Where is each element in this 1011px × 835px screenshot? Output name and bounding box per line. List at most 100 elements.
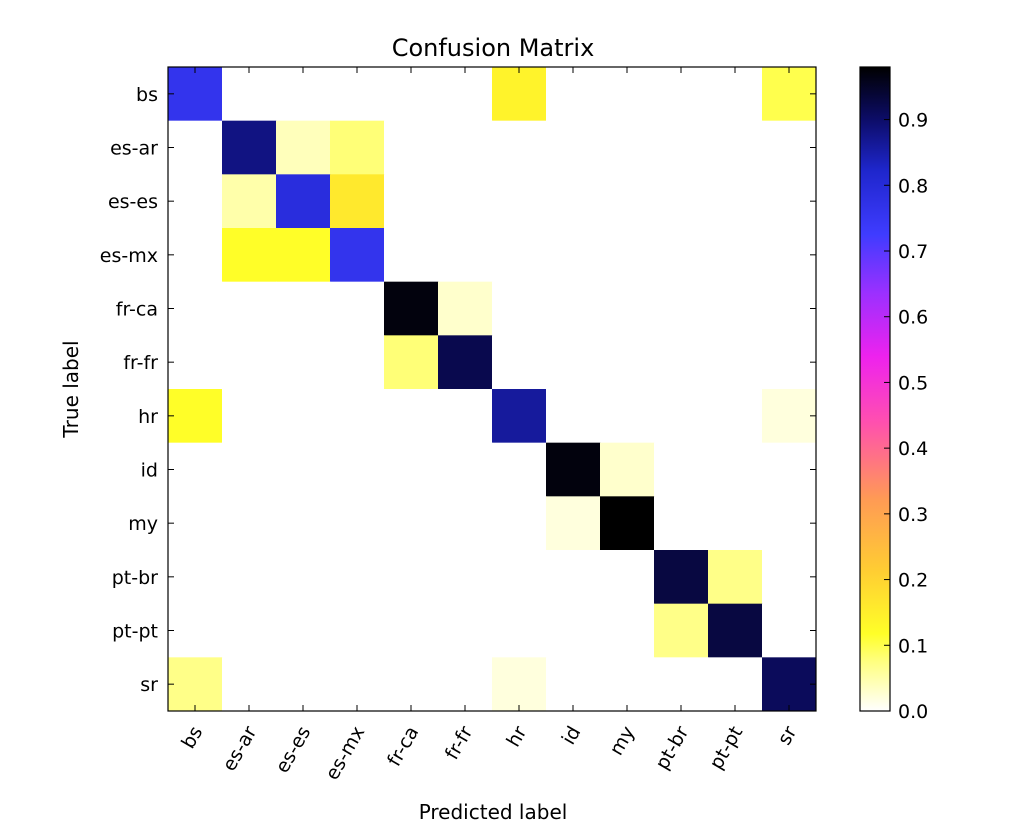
heatmap-cell-my-es-mx [330,496,385,551]
x-tick-label: pt-pt [705,723,747,774]
heatmap-cell-fr-fr-sr [762,335,817,390]
heatmap-cell-fr-fr-my [600,335,655,390]
heatmap-cell-es-ar-id [546,120,601,175]
heatmap-cell-id-bs [168,442,223,497]
heatmap-cell-es-es-pt-br [654,174,709,229]
heatmap-cell-es-mx-hr [492,228,547,283]
heatmap-cell-pt-br-my [600,550,655,605]
y-tick-label: fr-ca [116,299,158,321]
heatmap-cell-fr-fr-fr-fr [438,335,493,390]
heatmap-cell-hr-my [600,389,655,444]
heatmap-cell-pt-pt-bs [168,603,223,658]
heatmap-cell-pt-br-bs [168,550,223,605]
heatmap-cell-bs-my [600,67,655,122]
x-tick-label: my [605,723,639,760]
colorbar-tick-label: 0.1 [898,635,928,657]
y-tick-label: bs [136,84,158,106]
heatmap-cell-pt-br-pt-br [654,550,709,605]
heatmap-cell-id-fr-fr [438,442,493,497]
heatmap-cell-es-mx-es-ar [222,228,277,283]
heatmap-cell-fr-ca-pt-pt [708,281,763,336]
heatmap-cells [168,67,817,712]
heatmap-cell-es-es-es-mx [330,174,385,229]
x-tick-label: hr [502,722,531,750]
heatmap-cell-my-fr-fr [438,496,493,551]
heatmap-cell-bs-id [546,67,601,122]
heatmap-cell-pt-br-sr [762,550,817,605]
heatmap-cell-id-fr-ca [384,442,439,497]
heatmap-cell-fr-fr-fr-ca [384,335,439,390]
y-tick-label: sr [140,674,158,696]
heatmap-cell-es-ar-es-mx [330,120,385,175]
heatmap-cell-es-es-bs [168,174,223,229]
heatmap-cell-bs-sr [762,67,817,122]
heatmap-cell-pt-br-fr-fr [438,550,493,605]
heatmap-cell-bs-pt-pt [708,67,763,122]
y-tick-label: fr-fr [123,352,158,374]
heatmap-cell-fr-fr-pt-br [654,335,709,390]
heatmap-cell-sr-sr [762,657,817,712]
heatmap-cell-bs-fr-ca [384,67,439,122]
x-tick-label: bs [177,723,207,753]
heatmap-cell-bs-es-mx [330,67,385,122]
x-tick-label: es-ar [218,722,261,775]
chart-title: Confusion Matrix [392,34,595,62]
heatmap-cell-es-ar-fr-ca [384,120,439,175]
heatmap-cell-es-mx-sr [762,228,817,283]
heatmap-cell-fr-ca-es-ar [222,281,277,336]
colorbar-tick-label: 0.6 [898,307,928,329]
heatmap-cell-my-id [546,496,601,551]
heatmap-cell-es-es-hr [492,174,547,229]
heatmap-cell-fr-fr-hr [492,335,547,390]
colorbar-tick-label: 0.0 [898,701,928,723]
heatmap-cell-es-mx-es-mx [330,228,385,283]
heatmap-cell-id-sr [762,442,817,497]
heatmap-cell-fr-ca-hr [492,281,547,336]
heatmap-cell-fr-fr-bs [168,335,223,390]
heatmap-cell-id-hr [492,442,547,497]
heatmap-cell-fr-ca-id [546,281,601,336]
heatmap-cell-pt-pt-pt-pt [708,603,763,658]
heatmap-cell-id-my [600,442,655,497]
heatmap-cell-es-mx-pt-pt [708,228,763,283]
heatmap-cell-my-es-ar [222,496,277,551]
heatmap-cell-hr-id [546,389,601,444]
heatmap-cell-pt-br-pt-pt [708,550,763,605]
heatmap-cell-es-es-pt-pt [708,174,763,229]
heatmap-cell-fr-ca-bs [168,281,223,336]
heatmap-cell-id-pt-pt [708,442,763,497]
y-tick-label: pt-pt [112,621,158,643]
heatmap-cell-id-es-ar [222,442,277,497]
heatmap-cell-fr-fr-es-es [276,335,331,390]
heatmap-cell-pt-br-es-mx [330,550,385,605]
heatmap-cell-pt-pt-id [546,603,601,658]
heatmap-cell-my-hr [492,496,547,551]
y-axis-label: True label [59,340,83,438]
heatmap-cell-bs-es-es [276,67,331,122]
heatmap-cell-es-ar-my [600,120,655,175]
heatmap-cell-id-id [546,442,601,497]
heatmap-cell-pt-pt-fr-ca [384,603,439,658]
heatmap-cell-pt-pt-es-es [276,603,331,658]
heatmap-cell-hr-es-ar [222,389,277,444]
heatmap-cell-es-mx-my [600,228,655,283]
heatmap-cell-hr-es-mx [330,389,385,444]
heatmap-cell-bs-fr-fr [438,67,493,122]
x-tick-label: fr-fr [441,722,477,763]
heatmap-cell-fr-fr-id [546,335,601,390]
heatmap-cell-es-es-es-ar [222,174,277,229]
heatmap-cell-pt-br-hr [492,550,547,605]
heatmap-cell-fr-fr-es-mx [330,335,385,390]
plot-frame [167,66,817,712]
y-tick-label: my [128,513,158,535]
heatmap-cell-id-pt-br [654,442,709,497]
x-tick-label: es-mx [321,723,369,784]
heatmap-cell-pt-br-es-ar [222,550,277,605]
heatmap-cell-hr-pt-br [654,389,709,444]
heatmap-cell-bs-pt-br [654,67,709,122]
colorbar-ticks: 0.0 0.1 0.2 0.3 0.4 0.5 0.6 0.7 0.8 0.9 [884,110,928,723]
heatmap-cell-pt-pt-hr [492,603,547,658]
heatmap-cell-pt-pt-pt-br [654,603,709,658]
